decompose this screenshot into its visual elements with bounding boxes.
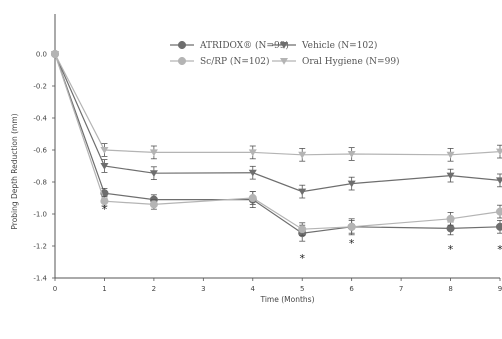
x-axis-label: Time (Months) (259, 295, 314, 304)
x-tick-label: 2 (152, 285, 156, 293)
y-tick-label: -1.2 (33, 243, 47, 251)
data-point (100, 197, 109, 206)
data-point (149, 170, 158, 177)
data-point (280, 42, 288, 49)
series-4 (51, 51, 502, 162)
x-ticks: 0 1 2 3 4 5 6 7 8 9 (53, 278, 502, 293)
legend-item: Oral Hygiene (N=99) (272, 56, 400, 67)
significance-marker: * (299, 252, 305, 265)
data-point (446, 172, 455, 180)
legend-item: Sc/RP (N=102) (170, 56, 270, 67)
data-point (51, 51, 59, 58)
y-tick-label: -1.4 (33, 275, 47, 283)
data-point (347, 180, 356, 188)
data-point (298, 225, 307, 234)
y-tick-label: -0.2 (33, 83, 47, 91)
y-tick-label: -0.6 (33, 147, 47, 155)
data-point (149, 200, 158, 209)
axes (54, 14, 500, 279)
series-line (54, 53, 501, 193)
legend-label: Oral Hygiene (N=99) (302, 56, 400, 67)
legend-item: Vehicle (N=102) (272, 40, 377, 51)
significance-marker: * (448, 243, 454, 256)
series-line (54, 53, 501, 230)
x-tick-label: 6 (349, 285, 354, 293)
data-point (280, 58, 288, 65)
data-point (347, 222, 356, 231)
significance-marker: * (349, 237, 355, 250)
x-tick-label: 5 (300, 285, 304, 293)
data-point (495, 222, 502, 231)
annotations: * * * * * (102, 203, 502, 265)
legend-item: ATRIDOX® (N=99) (170, 40, 289, 51)
x-tick-label: 1 (102, 285, 106, 293)
data-point (298, 151, 307, 159)
data-point (496, 177, 502, 185)
plot-area (50, 49, 502, 242)
series-line (54, 53, 501, 156)
series-2 (51, 51, 502, 199)
legend-label: ATRIDOX® (N=99) (199, 40, 289, 51)
series-3 (50, 49, 502, 237)
data-point (100, 163, 109, 170)
legend: ATRIDOX® (N=99) Vehicle (N=102) Sc/RP (N=1… (170, 40, 400, 67)
data-point (248, 169, 257, 177)
data-point (298, 188, 307, 196)
x-tick-label: 4 (251, 285, 256, 293)
y-axis-label: Probing Depth Reduction (mm) (10, 113, 19, 229)
y-ticks: 0.0 -0.2 -0.4 -0.6 -0.8 -1.0 -1.2 -1.4 (33, 51, 55, 283)
x-tick-label: 0 (53, 285, 57, 293)
series-line (54, 53, 501, 234)
y-tick-label: -1.0 (33, 211, 47, 219)
data-point (446, 151, 455, 159)
data-point (149, 149, 158, 157)
significance-marker: * (497, 243, 502, 256)
data-point (446, 214, 455, 223)
data-point (496, 148, 502, 156)
x-tick-label: 9 (498, 285, 502, 293)
data-point (248, 193, 257, 203)
data-point (347, 151, 356, 158)
data-point (495, 207, 502, 216)
y-tick-label: -0.4 (33, 115, 47, 123)
data-point (177, 40, 187, 50)
data-point (177, 56, 187, 66)
y-tick-label: 0.0 (36, 51, 47, 59)
data-point (248, 149, 257, 157)
x-tick-label: 7 (399, 285, 403, 293)
data-point (100, 147, 109, 154)
x-tick-label: 8 (448, 285, 452, 293)
data-point (446, 224, 455, 233)
legend-label: Vehicle (N=102) (301, 40, 377, 51)
y-tick-label: -0.8 (33, 179, 47, 187)
legend-label: Sc/RP (N=102) (200, 56, 270, 67)
significance-marker: * (102, 203, 108, 216)
x-tick-label: 3 (201, 285, 205, 293)
